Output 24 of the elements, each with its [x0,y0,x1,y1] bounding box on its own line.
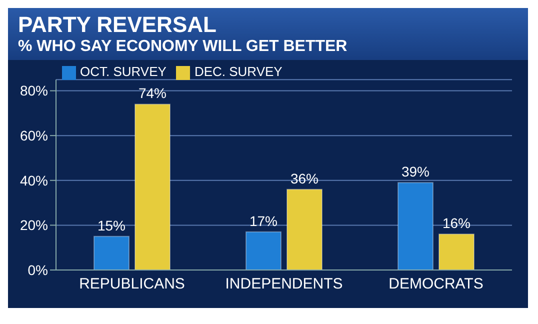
y-tick-label: 80% [20,82,48,99]
data-label: 17% [249,212,278,229]
y-tick-label: 0% [28,262,48,278]
x-tick-label: REPUBLICANS [79,276,185,293]
bar [246,231,282,270]
chart-subtitle: % WHO SAY ECONOMY WILL GET BETTER [18,38,348,56]
data-label: 39% [401,164,430,180]
data-label: 16% [442,215,471,232]
x-tick-label: INDEPENDENTS [225,276,343,293]
chart-title: PARTY REVERSAL [18,12,218,38]
y-tick-label: 40% [20,172,48,188]
data-label: 15% [97,217,126,234]
data-label: 36% [290,170,319,186]
bar [438,234,474,270]
bar [398,182,434,270]
bar [94,236,130,270]
y-tick-label: 60% [20,128,48,144]
bar [134,104,170,270]
bar [286,188,322,270]
x-tick-label: DEMOCRATS [388,276,484,293]
legend-label: DEC. SURVEY [194,64,282,79]
data-label: 74% [138,85,167,102]
y-tick-label: 20% [20,217,48,234]
legend-label: OCT. SURVEY [80,64,166,79]
